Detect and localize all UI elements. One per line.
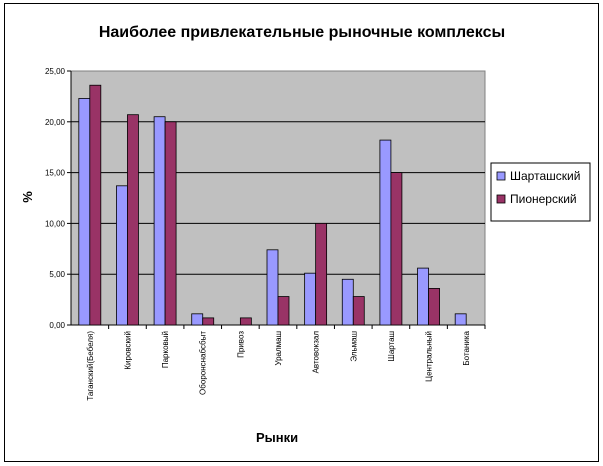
bar (390, 172, 403, 326)
y-tick-label: 25,00 (45, 67, 66, 76)
bar (304, 272, 317, 326)
plot-area: 0,00 5,00 10,00 15,00 20,00 25,00 Таганский(Бе… (45, 67, 486, 401)
x-tick-label: Уралмаш (274, 331, 283, 366)
bar (277, 296, 290, 326)
y-tick-label: 15,00 (45, 169, 66, 178)
bar (116, 185, 128, 326)
x-tick-label: Эльмаш (349, 331, 358, 362)
x-tick-label: Кировский (123, 331, 132, 370)
bar (417, 267, 429, 326)
bar (191, 313, 204, 326)
legend-swatch (496, 171, 506, 181)
bar (78, 98, 91, 326)
y-tick-label: 0,00 (49, 321, 65, 330)
bar (266, 249, 279, 326)
x-tick-label: Парковый (161, 331, 170, 368)
bar (127, 114, 139, 326)
bar (341, 278, 354, 326)
x-tick-label: Автовокзал (312, 331, 321, 374)
bar (379, 139, 392, 326)
bar (239, 317, 252, 326)
bar (428, 288, 440, 326)
bar (202, 317, 215, 326)
bar (153, 116, 166, 326)
legend: Шарташский Пионерский (490, 162, 591, 222)
x-tick-label: Таганский(Бебеля) (86, 331, 95, 401)
x-tick-label: Центральный (425, 331, 434, 382)
y-tick-label: 20,00 (45, 118, 66, 127)
legend-swatch (496, 194, 506, 204)
x-tick-label: Шарташ (387, 331, 396, 362)
bar (315, 222, 328, 326)
y-tick-label: 5,00 (49, 270, 65, 279)
bar (89, 84, 102, 326)
legend-entry: Пионерский (510, 192, 577, 206)
bar (164, 121, 177, 326)
x-tick-label: Ботаника (462, 330, 471, 365)
bar (454, 313, 467, 326)
y-axis-title: % (20, 191, 35, 203)
chart-title: Наиболее привлекательные рыночные компле… (99, 24, 505, 41)
bar (352, 296, 365, 326)
x-tick-label: Оборонснабсбыт (199, 331, 208, 395)
y-tick-label: 10,00 (45, 219, 66, 228)
legend-box (490, 162, 591, 222)
x-axis-title: Рынки (256, 430, 298, 445)
legend-entry: Шарташский (510, 169, 580, 183)
x-tick-label: Привоз (236, 331, 245, 358)
